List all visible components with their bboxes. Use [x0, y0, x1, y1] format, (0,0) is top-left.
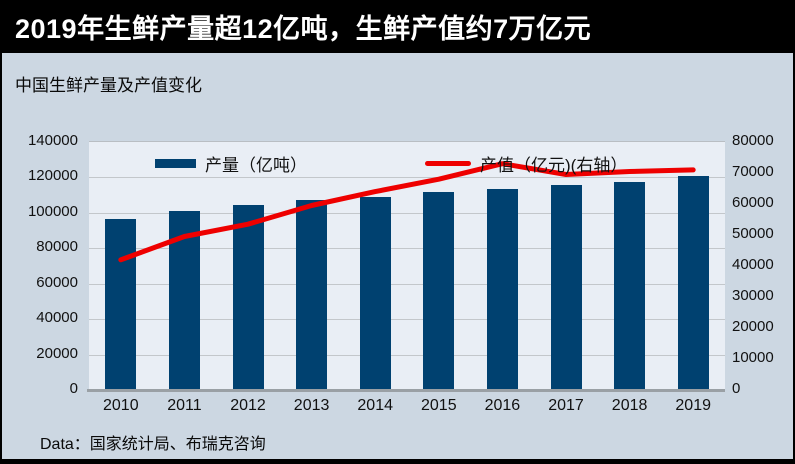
left-axis-tick: 120000: [27, 167, 78, 185]
gridline: [89, 319, 725, 321]
right-axis-tick: 10000: [732, 349, 774, 366]
x-axis-label-2013: 2013: [293, 397, 330, 414]
x-axis-label-2015: 2015: [421, 397, 457, 414]
legend-production: 产量（亿吨）: [155, 151, 307, 176]
bar-2012: [232, 204, 264, 390]
x-axis-label-2017: 2017: [548, 397, 584, 414]
right-axis-tick: 70000: [732, 163, 774, 180]
right-axis-tick: 80000: [732, 132, 774, 149]
left-axis-tick: 0: [69, 380, 78, 397]
left-axis-tick: 140000: [27, 132, 78, 149]
value-legend-swatch: [425, 161, 471, 166]
legend-value: 产值（亿元)(右轴）: [425, 151, 627, 176]
left-axis-tick: 100000: [27, 202, 78, 220]
right-axis-tick: 60000: [732, 194, 774, 211]
x-axis-label-2010: 2010: [103, 397, 139, 414]
x-axis-label-2014: 2014: [357, 397, 393, 414]
production-legend-swatch: [155, 159, 196, 168]
footer-source: Data：国家统计局、布瑞克咨询: [40, 436, 266, 453]
bar-2016: [486, 188, 518, 390]
right-axis-tick: 50000: [732, 225, 774, 242]
left-axis-tick: 40000: [36, 309, 78, 327]
value-legend-label: 产值（亿元)(右轴）: [480, 156, 628, 175]
value-line: [118, 161, 696, 263]
left-axis-tick: 20000: [36, 344, 78, 362]
plot-area: 产量（亿吨） 产值（亿元)(右轴）: [87, 141, 725, 392]
chart-subtitle: 中国生鲜产量及产值变化: [15, 76, 202, 95]
left-axis-tick: 60000: [36, 273, 78, 291]
gridline: [89, 177, 725, 179]
right-axis-tick: 0: [732, 380, 741, 397]
bar-2010: [105, 219, 137, 390]
gridline: [89, 283, 725, 285]
production-legend-label: 产量（亿吨）: [205, 156, 307, 175]
bar-2015: [423, 191, 455, 390]
x-axis-label-2016: 2016: [484, 397, 521, 414]
header-bar: 2019年生鲜产量超12亿吨，生鲜产值约7万亿元: [2, 0, 793, 53]
gridline: [89, 212, 725, 214]
bar-2019: [677, 175, 709, 390]
x-axis-label-2019: 2019: [675, 397, 711, 414]
bar-2014: [359, 196, 391, 390]
left-axis-tick: 80000: [36, 238, 78, 256]
gridline: [89, 248, 725, 250]
bar-2017: [550, 184, 582, 390]
right-axis-tick: 20000: [732, 318, 774, 335]
x-axis-label-2011: 2011: [167, 397, 202, 414]
x-axis-label-2012: 2012: [230, 397, 266, 414]
gridline: [89, 354, 725, 356]
bottom-border: [2, 459, 793, 464]
right-axis-tick: 30000: [732, 287, 774, 304]
x-axis-line: [87, 389, 725, 392]
x-axis-label-2018: 2018: [611, 397, 648, 414]
right-axis-tick: 40000: [732, 256, 774, 273]
bar-2013: [296, 200, 328, 390]
page-title: 2019年生鲜产量超12亿吨，生鲜产值约7万亿元: [15, 14, 592, 44]
bar-2018: [614, 181, 646, 390]
